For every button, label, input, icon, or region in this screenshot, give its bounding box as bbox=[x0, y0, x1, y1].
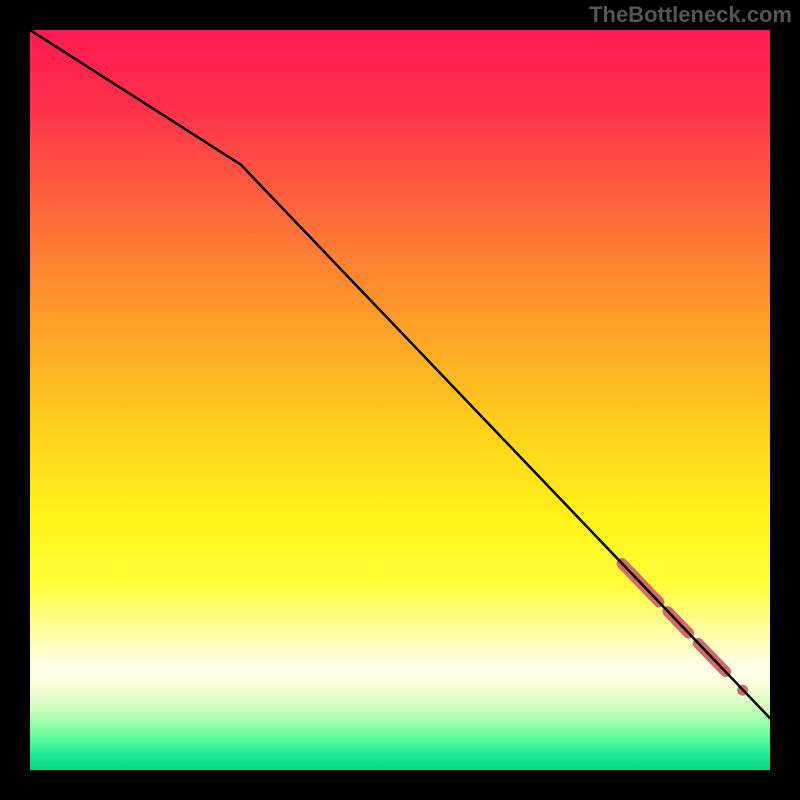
plot-background bbox=[30, 30, 770, 770]
bottleneck-chart bbox=[30, 30, 770, 770]
attribution-label: TheBottleneck.com bbox=[589, 2, 792, 28]
chart-frame: TheBottleneck.com bbox=[0, 0, 800, 800]
